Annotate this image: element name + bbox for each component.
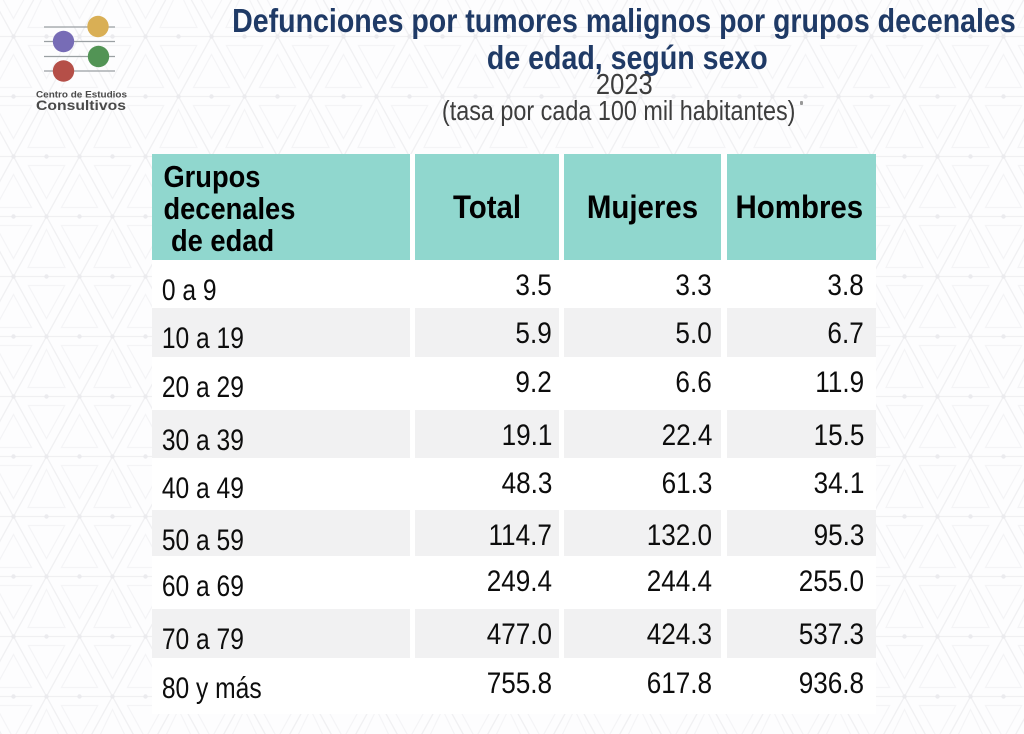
svg-text:Centro de Estudios: Centro de Estudios — [36, 90, 127, 101]
svg-text:Consultivos: Consultivos — [36, 97, 126, 113]
